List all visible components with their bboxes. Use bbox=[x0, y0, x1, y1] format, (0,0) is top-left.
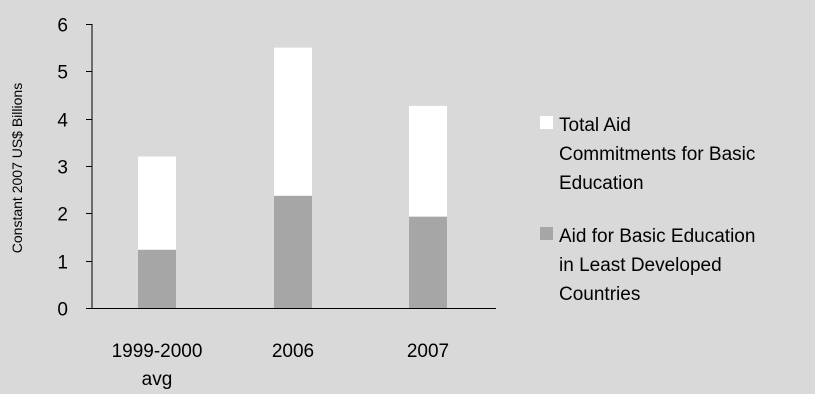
y-tick-label: 3 bbox=[57, 158, 68, 179]
y-axis-label-group: Constant 2007 US$ Billions bbox=[9, 83, 25, 253]
legend-swatch-series-1 bbox=[540, 116, 553, 129]
legend-label: Commitments for Basic bbox=[559, 144, 755, 165]
legend-label: Aid for Basic Education bbox=[559, 226, 755, 247]
y-tick-label: 5 bbox=[57, 63, 68, 84]
labels-layer: 0 1 2 3 4 5 6 1999-2000 avg 2006 2007 bbox=[57, 16, 449, 391]
y-tick-label: 1 bbox=[57, 253, 68, 274]
bar-series-2-0 bbox=[138, 249, 176, 308]
y-axis-label: Constant 2007 US$ Billions bbox=[9, 83, 25, 253]
y-tick-label: 4 bbox=[57, 111, 68, 132]
bar-series-2-1 bbox=[274, 195, 312, 308]
bars-layer bbox=[138, 47, 447, 309]
legend-label: Education bbox=[559, 173, 644, 194]
y-tick-label: 6 bbox=[57, 16, 68, 37]
legend: Total Aid Commitments for Basic Education A… bbox=[540, 115, 755, 305]
legend-label: Total Aid bbox=[559, 115, 631, 136]
legend-label: in Least Developed bbox=[559, 255, 722, 276]
x-category-label: 2007 bbox=[407, 341, 449, 362]
legend-label: Countries bbox=[559, 284, 640, 305]
bar-series-2-2 bbox=[409, 216, 447, 308]
x-category-label: avg bbox=[142, 369, 173, 390]
x-category-label: 1999-2000 bbox=[112, 341, 203, 362]
legend-swatch-series-2 bbox=[540, 227, 553, 240]
y-tick-label: 0 bbox=[57, 300, 68, 321]
x-category-label: 2006 bbox=[272, 341, 314, 362]
y-tick-label: 2 bbox=[57, 205, 68, 226]
axes-layer bbox=[86, 24, 496, 309]
